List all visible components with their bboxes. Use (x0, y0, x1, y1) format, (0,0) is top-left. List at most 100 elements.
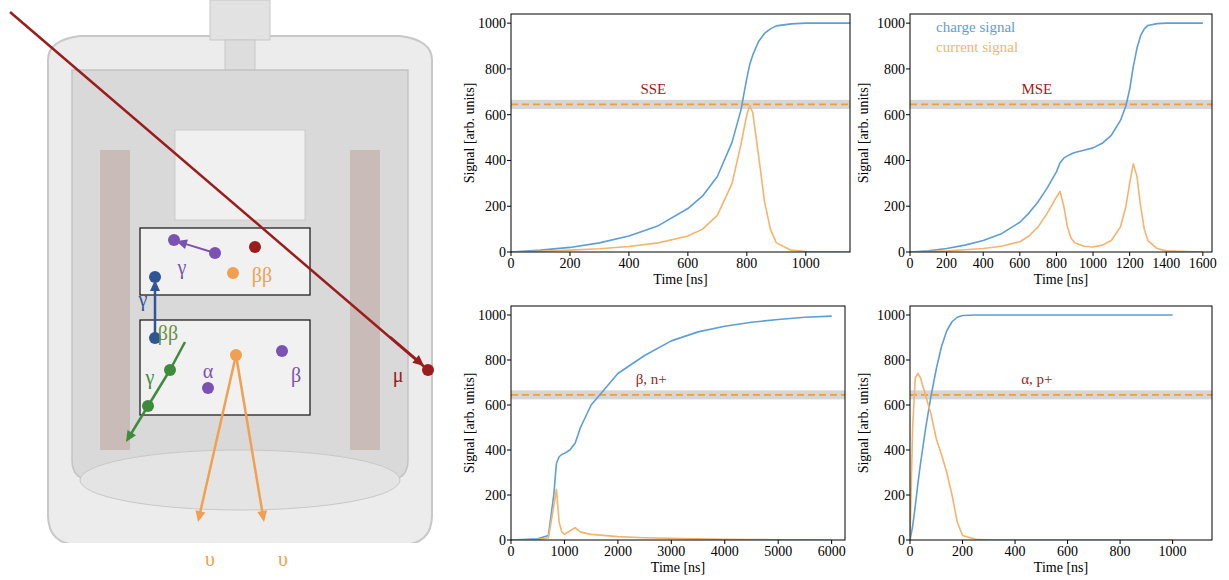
y-tick (507, 206, 511, 207)
x-axis-title: Time [ns] (653, 272, 707, 287)
shield (100, 150, 130, 450)
particle-label: υ (278, 548, 288, 570)
x-tick-label: 5000 (764, 544, 792, 559)
x-tick-label: 400 (973, 256, 994, 271)
x-axis-title: Time [ns] (1034, 272, 1088, 287)
threshold-line (910, 103, 1212, 105)
y-tick (906, 68, 910, 69)
particle-dot (230, 349, 242, 361)
signal-line (511, 489, 832, 540)
x-tick-label: 1000 (550, 544, 578, 559)
detector-diagram: γββγββγαβμυυ (10, 0, 450, 570)
base (80, 450, 400, 510)
y-tick-label: 800 (485, 62, 506, 77)
arrow-head (257, 510, 267, 522)
y-tick (906, 450, 910, 451)
figure: γββγββγαβμυυ0200400600800100002004006008… (0, 0, 1229, 580)
x-tick-label: 6000 (818, 544, 846, 559)
x-tick-label: 200 (952, 544, 973, 559)
y-tick (906, 360, 910, 361)
axes-frame (511, 14, 850, 252)
cryostat (48, 36, 432, 545)
arrow (390, 337, 424, 366)
particle-label: γ (177, 256, 187, 279)
y-tick-label: 400 (884, 153, 905, 168)
y-tick (906, 23, 910, 24)
x-tick-label: 0 (508, 544, 515, 559)
x-tick-label: 0 (508, 256, 515, 271)
particle-label: ββ (158, 322, 178, 345)
x-tick-label: 1600 (1189, 256, 1217, 271)
y-tick (507, 360, 511, 361)
y-tick (906, 540, 910, 541)
y-tick (507, 68, 511, 69)
y-tick (906, 405, 910, 406)
floor (30, 543, 450, 547)
particle-label: α (203, 360, 214, 382)
arrow-head (196, 510, 206, 522)
particle-label: γ (138, 288, 148, 311)
y-tick-label: 400 (485, 153, 506, 168)
x-tick-label: 4000 (711, 544, 739, 559)
particle-dot (276, 345, 288, 357)
signal-line (910, 23, 1203, 252)
y-tick (507, 405, 511, 406)
x-tick-label: 1200 (1116, 256, 1144, 271)
x-tick-label: 1400 (1152, 256, 1180, 271)
y-tick (906, 252, 910, 253)
particle-label: γ (145, 366, 155, 389)
signal-line (511, 316, 832, 540)
x-tick-label: 1000 (1079, 256, 1107, 271)
particle-label: υ (205, 548, 215, 570)
y-axis-title: Signal [arb. units] (856, 373, 871, 474)
x-tick-label: 0 (907, 256, 914, 271)
event-class-label: MSE (1021, 81, 1052, 97)
particle-dot (202, 382, 214, 394)
signal-line (910, 164, 1203, 252)
y-tick-label: 800 (884, 62, 905, 77)
plot-area (910, 315, 1212, 540)
y-axis-title: Signal [arb. units] (856, 83, 871, 184)
threshold-band (910, 390, 1212, 399)
muon-track (10, 12, 428, 370)
x-tick-label: 200 (936, 256, 957, 271)
particle-label: ββ (252, 264, 272, 287)
y-tick-label: 0 (898, 245, 905, 260)
arrow-line (154, 289, 157, 338)
threshold-line (511, 394, 845, 396)
threshold-band (910, 100, 1212, 109)
y-tick (906, 495, 910, 496)
signal-line (910, 315, 1173, 540)
x-tick-label: 3000 (657, 544, 685, 559)
y-tick-label: 800 (485, 353, 506, 368)
y-tick-label: 200 (485, 199, 506, 214)
axes-frame (910, 306, 1212, 540)
arrow-head (412, 355, 424, 366)
axes-frame (511, 306, 845, 540)
y-axis-title: Signal [arb. units] (462, 373, 477, 474)
detector-upper (140, 228, 310, 295)
particle-label: μ (393, 364, 404, 387)
x-tick-label: 400 (618, 256, 639, 271)
x-tick-label: 600 (1009, 256, 1030, 271)
y-tick-label: 400 (485, 443, 506, 458)
y-tick-label: 0 (499, 245, 506, 260)
y-tick-label: 0 (898, 533, 905, 548)
arrow (126, 406, 148, 442)
signal-panel: 0200400600800100002004006008001000Time [… (856, 306, 1212, 575)
y-tick (507, 252, 511, 253)
arrow (176, 239, 215, 253)
arrow (236, 355, 267, 522)
y-tick-label: 1000 (877, 308, 905, 323)
threshold-band (511, 390, 845, 399)
particle-dot (149, 271, 161, 283)
signal-line (511, 106, 850, 252)
arrow-line (200, 355, 236, 513)
particle-dot (227, 267, 239, 279)
y-tick (906, 206, 910, 207)
y-tick (507, 114, 511, 115)
x-axis-title: Time [ns] (651, 560, 705, 575)
signal-line (511, 23, 850, 252)
x-tick-label: 1000 (792, 256, 820, 271)
x-tick-label: 800 (736, 256, 757, 271)
